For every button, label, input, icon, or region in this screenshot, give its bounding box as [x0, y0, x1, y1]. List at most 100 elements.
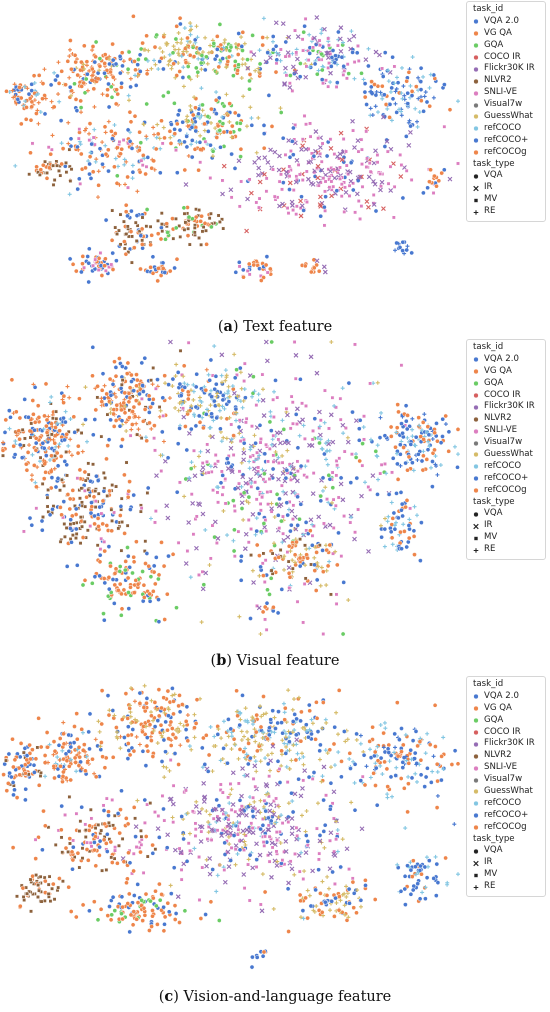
scatter-point-refcoco [249, 116, 254, 121]
scatter-point-snli-ve [91, 263, 96, 268]
scatter-point-vg-qa [299, 709, 304, 715]
scatter-point-vqa-2-0 [55, 73, 60, 79]
scatter-point-refcoco [23, 99, 28, 104]
scatter-point-gqa [217, 22, 223, 27]
scatter-point-guesswhat [261, 712, 266, 717]
scatter-point-guesswhat [289, 758, 294, 763]
scatter-point-flickr30k-ir [355, 138, 361, 144]
scatter-point-refcocog [151, 125, 156, 130]
scatter-point-vg-qa [117, 513, 123, 518]
scatter-point-gqa [125, 545, 130, 550]
scatter-point-flickr30k-ir [219, 352, 225, 358]
scatter-point-flickr30k-ir [199, 824, 205, 830]
scatter-point-nlvr2 [124, 460, 129, 465]
scatter-point-refcoco [424, 430, 429, 435]
scatter-plot-text-feature [4, 13, 460, 285]
scatter-point-flickr30k-ir [286, 880, 291, 886]
scatter-point-guesswhat [330, 500, 335, 505]
scatter-point-guesswhat [188, 77, 193, 82]
scatter-point-vg-qa [185, 35, 190, 41]
scatter-plot-visual-feature [0, 339, 461, 637]
scatter-point-snli-ve [305, 459, 310, 463]
scatter-point-vqa-2-0 [2, 430, 8, 435]
scatter-plot-vision-language-feature [1, 683, 461, 970]
scatter-point-snli-ve [216, 459, 220, 464]
scatter-point-vg-qa [24, 105, 29, 110]
scatter-point-vqa-2-0 [382, 144, 388, 149]
legend-marker-shape [473, 114, 479, 120]
scatter-point-nlvr2 [135, 223, 140, 228]
legend-marker-shape [473, 523, 479, 529]
scatter-point-nlvr2 [46, 882, 51, 887]
scatter-point-flickr30k-ir [263, 339, 269, 345]
scatter-point-vqa-2-0 [284, 467, 290, 473]
scatter-point-gqa [353, 455, 359, 460]
scatter-point-refcocog [77, 750, 82, 755]
scatter-point-vg-qa [446, 448, 452, 454]
scatter-point-vqa-2-0 [218, 426, 223, 432]
scatter-point-snli-ve [330, 395, 335, 400]
scatter-point-vqa-2-0 [303, 722, 309, 728]
scatter-point-nlvr2 [93, 826, 98, 831]
scatter-point-refcoco [41, 427, 46, 432]
legend-item-task-id: COCO IR [471, 52, 541, 64]
scatter-point-vg-qa [75, 72, 81, 78]
scatter-point-refcoco [383, 726, 388, 731]
scatter-point-nlvr2 [135, 432, 140, 437]
scatter-point-snli-ve [102, 539, 107, 544]
scatter-point-refcoco [382, 544, 387, 549]
scatter-point-vqa-2-0 [392, 731, 398, 737]
scatter-point-vg-qa [122, 531, 127, 536]
scatter-point-snli-ve [233, 809, 238, 814]
scatter-point-vqa-2-0 [208, 357, 214, 363]
scatter-point-vqa-2-0 [377, 435, 383, 440]
scatter-point-snli-ve [359, 147, 364, 152]
scatter-point-vg-qa [97, 853, 102, 858]
scatter-point-guesswhat [222, 37, 227, 42]
scatter-point-nlvr2 [20, 427, 25, 432]
scatter-point-vg-qa [389, 535, 395, 541]
scatter-point-vg-qa [439, 170, 445, 176]
legend-marker-shape [473, 19, 479, 25]
scatter-point-guesswhat [318, 583, 323, 588]
scatter-point-vg-qa [120, 437, 125, 442]
legend-marker [473, 523, 479, 529]
scatter-point-vqa-2-0 [425, 185, 430, 191]
scatter-point-vqa-2-0 [127, 860, 133, 866]
legend-marker [473, 31, 479, 37]
scatter-point-nlvr2 [64, 526, 69, 530]
scatter-point-nlvr2 [120, 378, 125, 383]
scatter-point-refcoco [38, 110, 43, 115]
scatter-point-vqa-2-0 [220, 397, 226, 403]
scatter-point-vqa-2-0 [23, 797, 28, 803]
scatter-point-snli-ve [456, 161, 460, 166]
scatter-point-snli-ve [197, 898, 202, 902]
scatter-point-gqa [209, 224, 214, 230]
scatter-point-refcoco [221, 45, 226, 50]
scatter-point-refcoco [315, 436, 320, 441]
scatter-point-vg-qa [334, 562, 340, 568]
scatter-point-refcoco [217, 60, 222, 65]
scatter-point-guesswhat [151, 718, 156, 723]
scatter-point-refcoco [189, 460, 194, 465]
scatter-point-refcoco [13, 163, 18, 168]
scatter-point-vqa-2-0 [249, 122, 255, 128]
scatter-point-vqa-2-0 [295, 445, 301, 451]
scatter-point-refcoco [234, 418, 239, 423]
scatter-point-nlvr2 [119, 496, 124, 501]
scatter-point-vg-qa [241, 749, 247, 754]
scatter-point-guesswhat [172, 692, 177, 697]
scatter-point-nlvr2 [116, 843, 121, 848]
scatter-point-refcocog [123, 182, 128, 187]
scatter-point-refcoco [399, 109, 404, 114]
scatter-point-snli-ve [139, 506, 144, 511]
scatter-point-snli-ve [310, 533, 315, 538]
scatter-point-vg-qa [395, 753, 401, 759]
scatter-point-vqa-2-0 [245, 761, 251, 767]
scatter-point-vqa-2-0 [409, 250, 415, 256]
scatter-point-vg-qa [148, 404, 154, 410]
scatter-point-vg-qa [97, 559, 103, 565]
scatter-point-guesswhat [349, 800, 354, 805]
scatter-point-snli-ve [104, 796, 109, 801]
scatter-point-guesswhat [226, 834, 231, 839]
